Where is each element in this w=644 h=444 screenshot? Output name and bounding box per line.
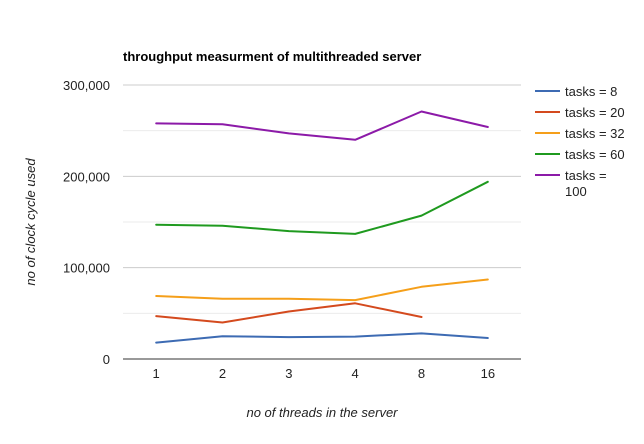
x-tick-label: 1	[153, 366, 160, 381]
chart-title: throughput measurment of multithreaded s…	[123, 49, 421, 64]
legend-label-tasks-60: tasks = 60	[565, 147, 625, 162]
y-tick-label: 200,000	[63, 169, 110, 184]
legend-label-tasks-8: tasks = 8	[565, 84, 617, 99]
legend-label-tasks-100: tasks = 100	[565, 168, 607, 199]
series-line-tasks-32	[155, 278, 489, 302]
grid	[123, 84, 521, 314]
series-lines	[155, 110, 489, 344]
legend: tasks = 8 tasks = 20 tasks = 32 tasks = 60 t…	[535, 84, 625, 199]
series-line-tasks-8	[155, 332, 489, 344]
legend-label-tasks-20: tasks = 20	[565, 105, 625, 120]
x-tick-label: 8	[418, 366, 425, 381]
series-line-tasks-100	[155, 110, 489, 141]
y-tick-label: 100,000	[63, 261, 110, 276]
x-tick-label: 3	[285, 366, 292, 381]
x-axis-label: no of threads in the server	[246, 405, 398, 420]
y-tick-label: 0	[103, 352, 110, 367]
y-axis-ticks: 0 100,000 200,000 300,000	[63, 78, 110, 367]
y-tick-label: 300,000	[63, 78, 110, 93]
x-axis-ticks: 1 2 3 4 8 16	[153, 366, 496, 381]
legend-label-tasks-32: tasks = 32	[565, 126, 625, 141]
series-line-tasks-20	[155, 302, 423, 324]
x-tick-label: 2	[219, 366, 226, 381]
series-line-tasks-60	[155, 180, 489, 235]
y-axis-label: no of clock cycle used	[23, 158, 38, 286]
x-tick-label: 16	[481, 366, 495, 381]
x-tick-label: 4	[352, 366, 359, 381]
